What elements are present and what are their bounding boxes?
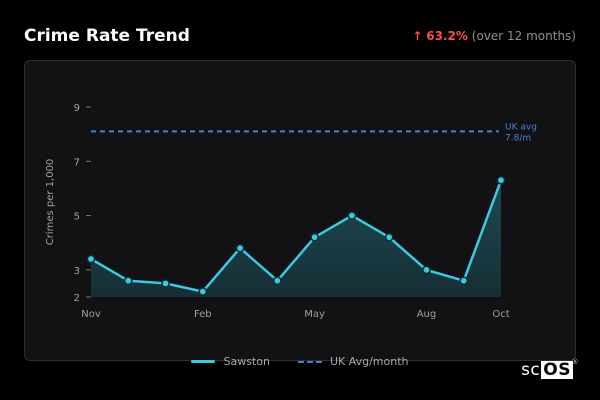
legend-item-sawston[interactable]: Sawston [191,355,270,368]
series-points [86,175,506,296]
data-point-dec[interactable] [123,276,133,286]
brand-logo: sc OS ® [521,358,578,380]
reference-label-line1: UK avg [505,122,537,132]
data-point-jun[interactable] [347,211,357,220]
registered-mark: ® [571,358,579,366]
y-tick-label: 9 [74,103,80,114]
x-axis: Nov Feb May Aug Oct [81,309,509,320]
change-indicator: ↑ 63.2% (over 12 months) [412,29,576,43]
change-percentage: 63.2% [426,29,468,43]
data-point-apr[interactable] [273,276,282,286]
series-line-sawston [90,179,503,293]
x-tick-label: Feb [194,309,212,320]
data-point-mar[interactable] [235,243,245,253]
chart-title: Crime Rate Trend [24,26,190,46]
data-point-jul[interactable] [384,232,394,242]
y-tick-label: 7 [74,157,80,168]
change-period: (over 12 months) [471,29,576,43]
logo-prefix: sc [521,360,541,380]
legend-item-uk-avg[interactable]: UK Avg/month [297,355,409,368]
data-point-feb[interactable] [198,287,208,296]
data-point-nov[interactable] [86,254,96,264]
data-point-jan[interactable] [161,279,170,288]
legend-label-sawston: Sawston [223,355,270,368]
x-tick-label: Aug [417,309,437,320]
legend-swatch-dashed [297,360,322,363]
y-axis: 2 3 5 7 9 [74,103,91,304]
data-point-may[interactable] [310,232,319,242]
reference-label-line2: 7.8/m [505,133,531,143]
x-tick-label: May [304,309,325,320]
legend-swatch-solid [191,360,216,363]
y-tick-label: 5 [74,212,80,223]
x-tick-label: Nov [81,309,101,320]
data-point-oct[interactable] [496,175,506,185]
legend-label-uk-avg: UK Avg/month [329,355,409,368]
data-point-aug[interactable] [422,265,431,275]
y-tick-label: 3 [74,266,80,277]
x-tick-label: Oct [492,309,509,320]
trend-up-arrow-icon: ↑ [412,29,423,43]
series-area-sawston [91,180,501,297]
chart-panel [24,60,576,361]
y-axis-label: Crimes per 1,000 [45,159,56,246]
y-tick-label: 2 [74,293,80,304]
chart-legend: Sawston UK Avg/month [0,355,600,368]
data-point-sep[interactable] [459,276,469,286]
logo-boxed-text: OS [541,360,573,380]
